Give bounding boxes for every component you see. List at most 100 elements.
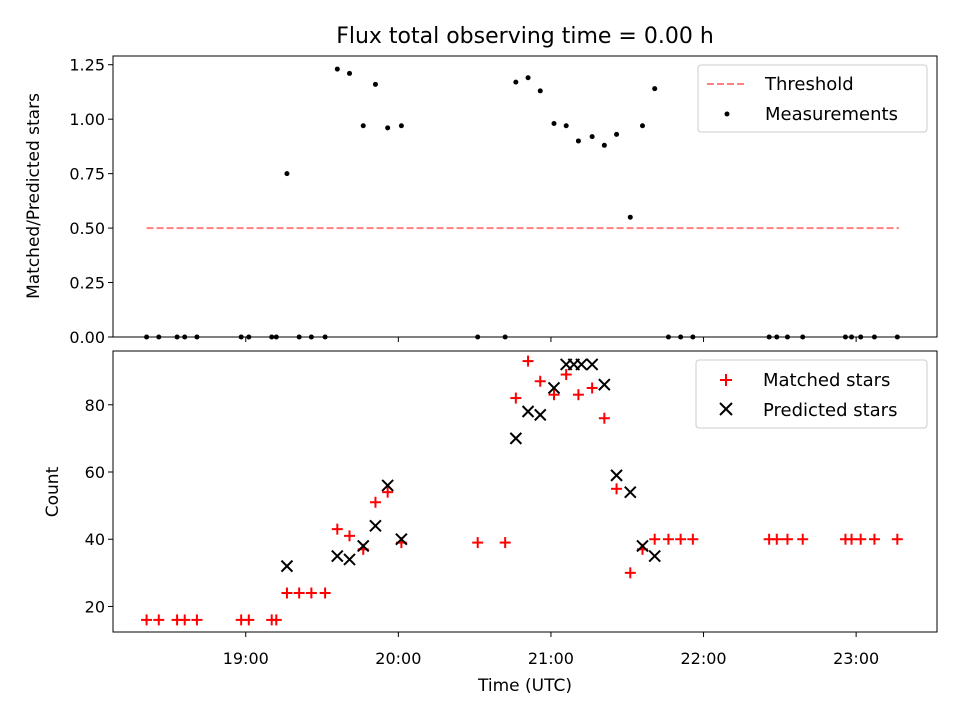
measurement-point [398, 123, 404, 129]
bottom-axes-frame [112, 350, 938, 633]
matched-star-point [191, 614, 203, 626]
bottom-x-tick-label: 22:00 [680, 649, 726, 668]
measurement-point [385, 125, 391, 131]
measurement-point [639, 123, 645, 129]
matched-star-point [548, 389, 560, 401]
matched-star-point [369, 496, 381, 508]
matched-star-point [662, 533, 674, 545]
matched-star-point [675, 533, 687, 545]
top-axes-frame [112, 55, 938, 338]
bottom-x-tick-label: 19:00 [223, 649, 269, 668]
bottom-x-tick-label: 21:00 [528, 649, 574, 668]
matched-star-point [382, 486, 394, 498]
legend-matched-swatch [720, 374, 732, 386]
matched-star-point [560, 369, 572, 381]
measurement-point [575, 138, 581, 144]
bottom-y-tick-label: 80 [85, 396, 105, 415]
x-axis-label: Time (UTC) [477, 676, 572, 696]
predicted-star-point [598, 378, 611, 391]
predicted-star-point [636, 539, 649, 553]
measurement-point [284, 171, 290, 177]
matched-star-point [153, 614, 165, 626]
bottom-y-axis-label: Count [43, 466, 63, 517]
predicted-star-point [343, 553, 356, 566]
top-y-tick-label: 0.25 [69, 274, 105, 293]
top-plot-area: 0.00 0.25 0.50 0.75 1.00 1.25 [69, 55, 938, 347]
measurement-point [589, 134, 595, 140]
predicted-star-point [369, 519, 382, 532]
measurement-point [334, 66, 340, 72]
measurement-point [347, 70, 353, 76]
predicted-star-point [395, 533, 408, 546]
matched-star-point [855, 533, 867, 545]
predicted-star-point [648, 549, 661, 563]
top-y-tick-label: 0.00 [69, 328, 105, 347]
matched-star-point [499, 537, 511, 549]
matched-star-point [534, 375, 546, 387]
measurement-point [525, 75, 531, 81]
legend-predicted-swatch [719, 402, 733, 416]
predicted-star-point [585, 358, 599, 371]
measurement-point [563, 123, 569, 129]
matched-star-point [598, 412, 610, 424]
predicted-star-point [357, 539, 370, 553]
top-y-tick-label: 1.00 [69, 110, 105, 129]
matched-star-point [687, 533, 699, 545]
matched-star-point [243, 614, 255, 626]
top-y-tick-label: 0.75 [69, 165, 105, 184]
predicted-star-point [381, 479, 394, 492]
matched-star-point [572, 389, 584, 401]
top-legend: Threshold Measurements [697, 64, 928, 133]
matched-star-point [319, 587, 331, 599]
matched-star-point [305, 587, 317, 599]
measurement-point [614, 131, 620, 137]
measurement-point [372, 81, 378, 87]
bottom-x-tick-label: 20:00 [375, 649, 421, 668]
legend-predicted-label: Predicted stars [763, 400, 897, 421]
matched-star-point [522, 355, 534, 367]
bottom-plot-area: 20 40 60 80 19:00 20:00 21:00 22:00 23:00 [85, 350, 938, 668]
matched-star-point [649, 533, 661, 545]
legend-measurements-label: Measurements [765, 104, 898, 125]
matched-star-point [586, 382, 598, 394]
measurement-point [360, 123, 366, 129]
matched-star-point [331, 523, 343, 535]
predicted-star-point [534, 408, 547, 422]
matched-star-point [293, 587, 305, 599]
measurement-point [513, 79, 519, 85]
predicted-star-point [624, 485, 637, 499]
top-y-axis-label: Matched/Predicted stars [24, 93, 44, 299]
measurement-point [551, 121, 557, 127]
matched-star-point [179, 614, 191, 626]
matched-star-point [270, 614, 282, 626]
matched-star-point [141, 614, 153, 626]
predicted-star-point [610, 469, 623, 482]
predicted-star-point [547, 381, 561, 395]
matched-star-point [472, 537, 484, 549]
bottom-y-tick-label: 20 [85, 597, 105, 616]
matched-star-point [344, 530, 356, 542]
bottom-legend: Matched stars Predicted stars [695, 359, 928, 429]
matched-star-point [781, 533, 793, 545]
measurement-point [537, 88, 543, 94]
matched-star-point [891, 533, 903, 545]
matched-star-point [611, 483, 623, 495]
matched-star-point [624, 567, 636, 579]
predicted-star-point [521, 405, 535, 418]
matched-star-point [868, 533, 880, 545]
matched-star-point [510, 392, 522, 404]
matched-star-point [797, 533, 809, 545]
legend-threshold-label: Threshold [764, 74, 854, 95]
bottom-y-tick-label: 40 [85, 530, 105, 549]
measurement-point [601, 142, 607, 148]
bottom-y-tick-label: 60 [85, 463, 105, 482]
measurement-point [627, 214, 633, 220]
matched-star-point [771, 533, 783, 545]
bottom-x-tick-label: 23:00 [833, 649, 879, 668]
predicted-star-point [509, 432, 523, 445]
measurement-point [652, 86, 658, 92]
predicted-star-point [575, 358, 588, 371]
chart-title: Flux total observing time = 0.00 h [336, 24, 714, 49]
legend-matched-label: Matched stars [763, 370, 890, 391]
